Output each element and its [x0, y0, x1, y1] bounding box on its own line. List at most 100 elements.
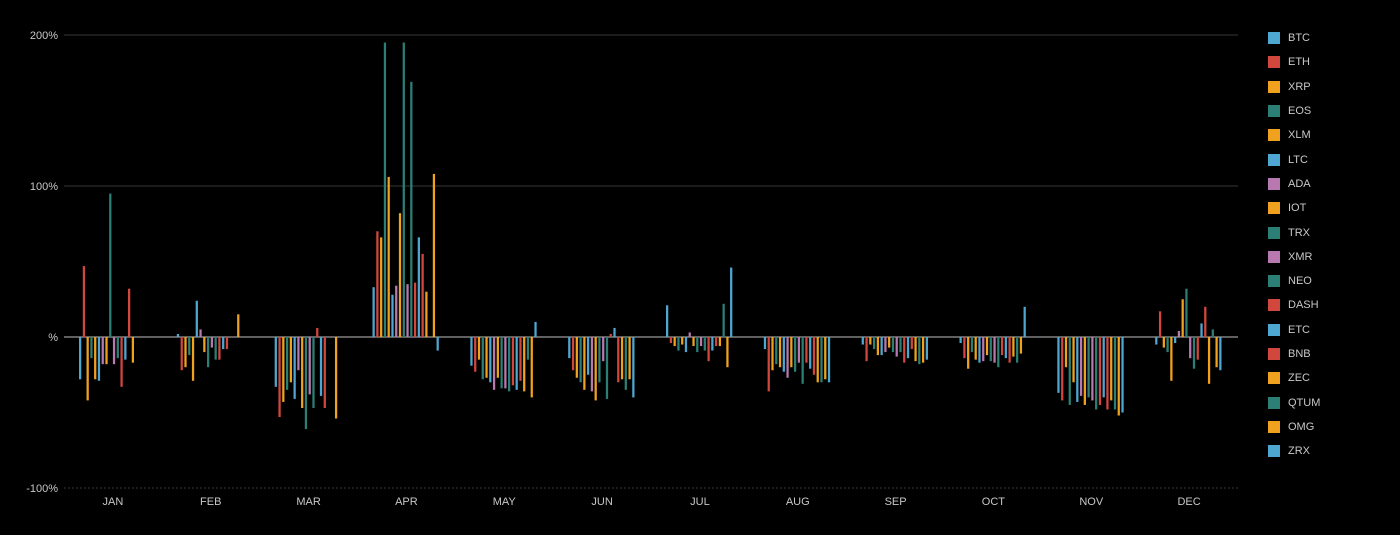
bar-btc-feb [176, 333, 180, 337]
legend-swatch [1268, 80, 1280, 93]
legend-label: TRX [1288, 226, 1310, 239]
bar-xmr-oct [993, 337, 996, 363]
bar-bnb-mar [323, 337, 326, 408]
bar-etc-may [515, 337, 518, 390]
legend-item-eth[interactable]: ETH [1268, 50, 1320, 74]
legend-item-trx[interactable]: TRX [1268, 220, 1320, 244]
x-tick-label: OCT [982, 496, 1006, 508]
bar-eos-feb [188, 337, 191, 356]
bar-zec-jun [620, 337, 624, 380]
legend-label: XLM [1288, 129, 1311, 142]
bar-eth-dec [1158, 311, 1162, 337]
bar-dash-jul [707, 337, 710, 362]
legend-item-bnb[interactable]: BNB [1268, 342, 1320, 366]
x-tick-label: NOV [1079, 496, 1104, 508]
legend-item-iot[interactable]: IOT [1268, 196, 1320, 220]
bar-zec-jan [131, 337, 135, 363]
bar-omg-feb [237, 314, 240, 337]
bar-bnb-dec [1204, 306, 1207, 337]
bar-iot-dec [1181, 299, 1184, 337]
bar-trx-mar [304, 337, 308, 430]
bar-xrp-may [477, 337, 481, 360]
bar-eth-sep [865, 337, 868, 362]
x-tick-label: AUG [786, 496, 810, 508]
bar-zec-dec [1207, 337, 1211, 384]
bar-zec-aug [816, 337, 819, 383]
bar-dash-sep [903, 337, 906, 363]
bar-iot-mar [301, 337, 304, 408]
legend-label: BTC [1288, 32, 1310, 45]
legend-item-zec[interactable]: ZEC [1268, 366, 1320, 390]
legend-item-ltc[interactable]: LTC [1268, 147, 1320, 171]
bar-iot-nov [1083, 337, 1086, 405]
legend-swatch [1268, 348, 1280, 360]
x-tick-label: FEB [200, 496, 221, 508]
bar-dash-oct [1000, 337, 1004, 356]
bar-ltc-aug [782, 337, 785, 372]
legend-label: NEO [1288, 275, 1312, 288]
legend-swatch [1268, 445, 1280, 458]
bar-btc-dec [1155, 337, 1158, 345]
legend-item-neo[interactable]: NEO [1268, 269, 1320, 293]
bar-dash-aug [805, 337, 808, 363]
bar-omg-oct [1019, 337, 1023, 354]
bar-neo-jun [605, 337, 609, 399]
legend-label: OMG [1288, 420, 1315, 433]
bar-zec-apr [425, 291, 428, 337]
legend-label: BNB [1288, 348, 1311, 360]
legend-item-ada[interactable]: ADA [1268, 172, 1320, 196]
bar-trx-dec [1185, 288, 1188, 337]
bar-dash-nov [1098, 337, 1102, 405]
x-tick-label: JUL [690, 496, 710, 508]
bar-btc-mar [274, 337, 277, 387]
bar-ltc-nov [1076, 337, 1079, 402]
legend-item-xrp[interactable]: XRP [1268, 75, 1320, 99]
bar-ltc-feb [195, 300, 198, 337]
legend-item-dash[interactable]: DASH [1268, 293, 1320, 317]
bar-xlm-jul [681, 337, 684, 345]
bar-xmr-apr [406, 284, 409, 337]
legend-item-btc[interactable]: BTC [1268, 26, 1320, 50]
bar-eth-apr [376, 231, 379, 337]
bar-trx-aug [793, 337, 797, 372]
bar-ada-jun [590, 337, 594, 392]
bar-ada-jan [101, 337, 104, 365]
bar-dash-mar [316, 327, 319, 337]
bar-eth-nov [1061, 337, 1064, 401]
bar-btc-may [470, 337, 473, 366]
legend-item-eos[interactable]: EOS [1268, 99, 1320, 123]
bar-iot-sep [888, 337, 891, 348]
bar-omg-nov [1117, 337, 1120, 416]
bar-ltc-apr [391, 294, 394, 337]
legend-item-xlm[interactable]: XLM [1268, 123, 1320, 147]
bar-qtum-nov [1113, 337, 1117, 410]
bar-xlm-dec [1170, 337, 1173, 381]
bar-ada-aug [786, 337, 789, 378]
bar-neo-feb [214, 337, 217, 360]
legend-label: XRP [1288, 80, 1311, 93]
bar-eth-may [474, 337, 477, 372]
bar-etc-apr [417, 237, 420, 337]
legend-label: ZEC [1288, 372, 1310, 385]
bar-dash-apr [413, 282, 417, 337]
bar-bnb-may [519, 337, 522, 381]
legend-item-xmr[interactable]: XMR [1268, 245, 1320, 269]
bar-omg-dec [1215, 337, 1218, 368]
x-tick-label: DEC [1177, 496, 1200, 508]
legend-item-omg[interactable]: OMG [1268, 415, 1320, 439]
bar-ltc-sep [880, 337, 883, 356]
x-tick-label: MAY [493, 496, 517, 508]
bar-zrx-jul [730, 267, 733, 337]
legend-item-etc[interactable]: ETC [1268, 318, 1320, 342]
bar-etc-jul [711, 337, 714, 351]
bar-ltc-jan [97, 337, 101, 381]
bar-xrp-aug [771, 337, 774, 371]
bar-neo-apr [410, 81, 413, 337]
bar-trx-jul [696, 337, 699, 353]
legend-item-qtum[interactable]: QTUM [1268, 390, 1320, 414]
bar-btc-jan [79, 337, 82, 380]
bar-etc-feb [222, 337, 225, 350]
bar-eth-aug [767, 337, 770, 392]
bar-iot-may [496, 337, 499, 378]
legend-item-zrx[interactable]: ZRX [1268, 439, 1320, 463]
